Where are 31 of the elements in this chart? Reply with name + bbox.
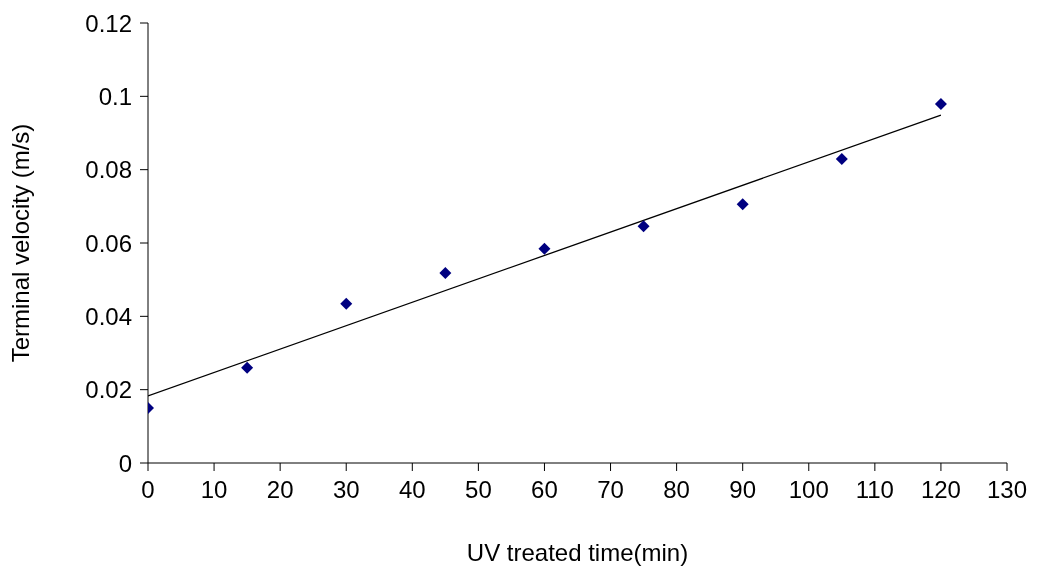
point: [241, 361, 254, 374]
x-tick-label: 90: [729, 476, 757, 504]
x-tick-label: 70: [597, 476, 624, 504]
x-tick-label: 30: [332, 476, 360, 504]
x-tick-label: 100: [788, 476, 829, 504]
x-tick-label: 80: [663, 476, 690, 504]
x-tick-label: 60: [531, 476, 558, 504]
point: [637, 220, 650, 233]
y-tick-label: 0.04: [85, 302, 132, 330]
x-tick-label: 20: [266, 476, 294, 504]
y-tick-label: 0.06: [85, 229, 132, 257]
x-axis-title: UV treated time(min): [466, 539, 689, 566]
y-tick-label: 0.12: [85, 9, 132, 37]
y-axis-title: Terminal velocity (m/s): [6, 123, 34, 363]
y-tick-label: 0.08: [85, 156, 132, 184]
point: [934, 98, 947, 111]
x-tick-label: 120: [920, 476, 961, 504]
y-tick-label: 0.02: [85, 376, 132, 404]
x-tick-label: 10: [200, 476, 228, 504]
y-tick-label: 0: [118, 449, 132, 477]
point: [835, 153, 848, 166]
point: [439, 267, 452, 280]
x-tick-label: 50: [465, 476, 492, 504]
point: [340, 297, 353, 310]
point: [736, 198, 749, 211]
y-tick-label: 0.1: [98, 82, 132, 110]
x-tick-label: 110: [855, 476, 894, 504]
x-tick-label: 0: [141, 476, 155, 504]
x-tick-label: 40: [398, 476, 426, 504]
x-tick-label: 130: [986, 476, 1028, 504]
point: [538, 242, 551, 255]
